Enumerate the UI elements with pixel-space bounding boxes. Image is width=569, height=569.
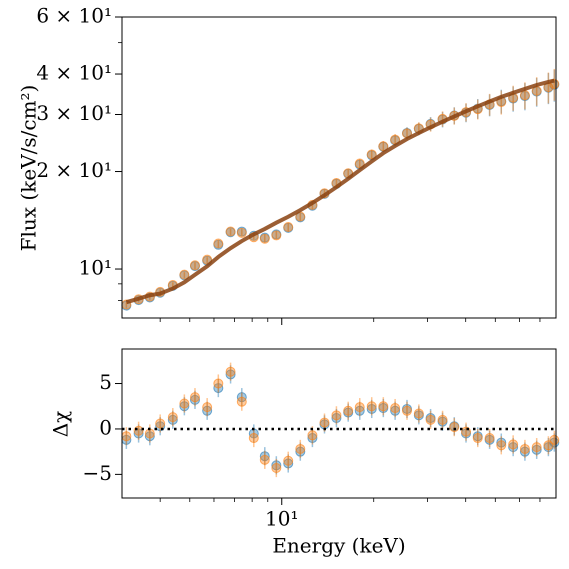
data-point (179, 269, 190, 280)
data-point (213, 238, 224, 249)
data-point (225, 369, 236, 380)
data-point (295, 446, 306, 457)
y-axis-label: Δχ (49, 411, 73, 438)
data-point (179, 398, 190, 409)
x-axis-label: Energy (keV) (272, 534, 405, 558)
data-point (549, 437, 560, 448)
data-point (167, 412, 178, 423)
data-point (259, 451, 270, 462)
data-point (366, 401, 377, 412)
data-point (236, 227, 247, 238)
data-point (378, 141, 389, 152)
data-point (236, 396, 247, 407)
data-point (496, 440, 507, 451)
data-point (390, 405, 401, 416)
data-point (472, 433, 483, 444)
y-tick-label: −5 (83, 461, 112, 485)
x-tick-label: 10¹ (265, 507, 298, 531)
y-tick-label: 0 (99, 415, 112, 439)
data-point (461, 426, 472, 437)
data-point (179, 401, 190, 412)
data-point (401, 405, 412, 416)
data-point (531, 442, 542, 453)
data-point (202, 402, 213, 413)
data-point (189, 394, 200, 405)
data-point (508, 442, 519, 453)
data-point (155, 418, 166, 429)
y-tick-label: 5 (99, 370, 112, 394)
data-point (354, 402, 365, 413)
data-point (144, 431, 155, 442)
y-tick-label: 3 × 10¹ (36, 101, 112, 125)
data-point (413, 408, 424, 419)
data-point (484, 433, 495, 444)
data-point (354, 405, 365, 416)
y-tick-label: 2 × 10¹ (36, 158, 112, 182)
data-point (225, 226, 236, 237)
data-point (307, 430, 318, 441)
data-point (319, 417, 330, 428)
data-point (343, 405, 354, 416)
data-point (213, 378, 224, 389)
data-point (248, 433, 259, 444)
data-point (331, 410, 342, 421)
data-point (225, 366, 236, 377)
model-line (125, 78, 555, 305)
data-point (508, 439, 519, 450)
y-axis-label: Flux (keV/s/cm²) (17, 85, 41, 252)
data-point (121, 431, 132, 442)
data-point (202, 405, 213, 416)
data-point (167, 414, 178, 425)
data-point (259, 454, 270, 465)
data-point (144, 428, 155, 439)
plot-frame (121, 16, 557, 319)
data-point (259, 233, 270, 244)
data-point (449, 422, 460, 433)
data-point (283, 458, 294, 469)
data-point (519, 446, 530, 457)
y-tick-label: 4 × 10¹ (36, 61, 112, 85)
data-point (283, 455, 294, 466)
data-point (366, 403, 377, 414)
data-point (189, 392, 200, 403)
data-point (307, 433, 318, 444)
data-point (519, 443, 530, 454)
data-point (425, 414, 436, 425)
data-point (271, 460, 282, 471)
data-point (531, 444, 542, 455)
data-point (331, 413, 342, 424)
y-tick-label: 10¹ (79, 256, 112, 280)
data-point (437, 414, 448, 425)
y-tick-label: 6 × 10¹ (36, 4, 112, 28)
plot-frame (121, 348, 557, 499)
data-point (390, 403, 401, 414)
data-point (549, 434, 560, 445)
data-point (271, 463, 282, 474)
data-point (271, 230, 282, 241)
data-point (496, 437, 507, 448)
data-point (283, 222, 294, 233)
data-point (189, 260, 200, 271)
data-point (295, 443, 306, 454)
data-point (133, 428, 144, 439)
data-point (133, 425, 144, 436)
data-point (378, 401, 389, 412)
